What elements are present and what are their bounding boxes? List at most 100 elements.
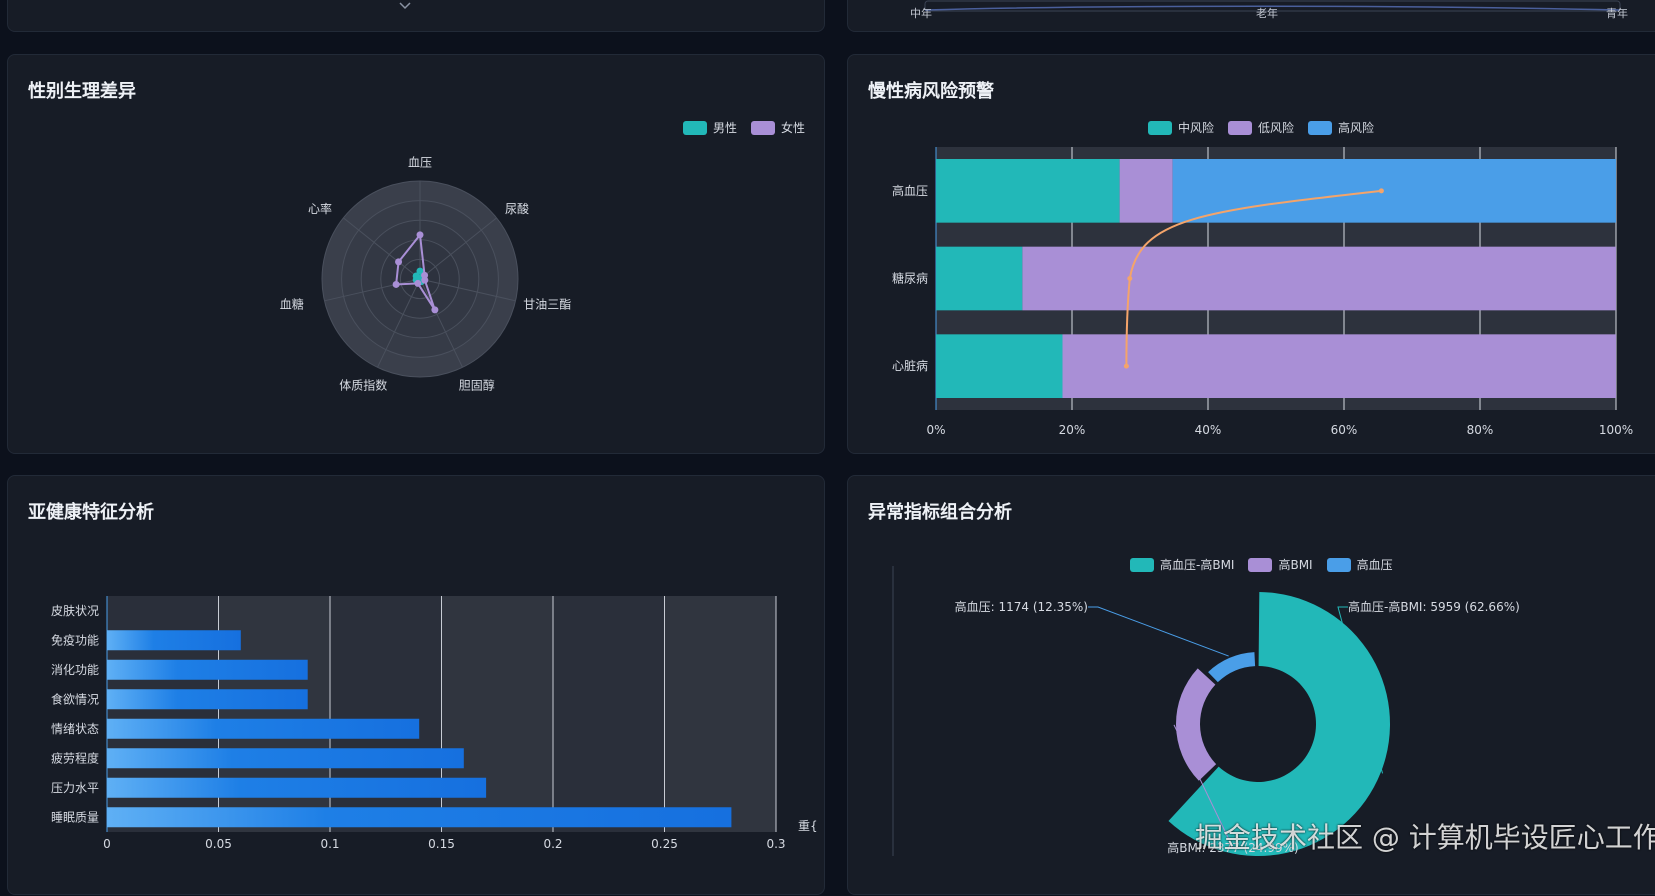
x-tick-label: 0% bbox=[926, 423, 945, 437]
y-category-label: 食欲情况 bbox=[51, 691, 99, 706]
pie-slice-高BMI bbox=[1176, 668, 1217, 781]
bar-segment-中风险 bbox=[936, 334, 1063, 398]
overlay-line bbox=[1125, 189, 1382, 367]
radar-indicator-label: 血压 bbox=[408, 156, 432, 170]
radar-point bbox=[412, 272, 420, 280]
y-category-label: 消化功能 bbox=[51, 663, 99, 677]
legend-label: 高血压 bbox=[1356, 558, 1393, 572]
slice-label: 高血压: 1174 (12.35%) bbox=[955, 599, 1088, 614]
radar-indicator-label: 尿酸 bbox=[505, 201, 529, 216]
overlay-point bbox=[1123, 363, 1129, 369]
rose-pie-chart: 高血压-高BMI: 5959 (62.66%) 高BMI: 2377 (24.99… bbox=[892, 566, 1520, 856]
overlay-point bbox=[1378, 188, 1384, 194]
bar-segment-中风险 bbox=[936, 246, 1023, 311]
legend-item-high[interactable]: 高风险 bbox=[1308, 119, 1374, 136]
legend-item-medium[interactable]: 中风险 bbox=[1148, 119, 1214, 136]
y-category-label: 免疫功能 bbox=[51, 632, 99, 647]
panel-title: 亚健康特征分析 bbox=[28, 502, 154, 523]
leader-line bbox=[1088, 606, 1229, 657]
x-axis-label: 重{ bbox=[798, 819, 818, 833]
bar-segment-中风险 bbox=[936, 159, 1120, 223]
x-tick-label: 0.15 bbox=[428, 837, 455, 851]
y-category-label: 高血压 bbox=[892, 183, 928, 198]
radar-indicator-label: 体质指数 bbox=[339, 377, 387, 392]
legend-swatch bbox=[1228, 120, 1253, 135]
radar-point bbox=[421, 276, 429, 284]
pie-slice-高血压-高BMI bbox=[1168, 592, 1390, 856]
radar-indicator-label: 心率 bbox=[308, 201, 332, 216]
x-tick-label: 80% bbox=[1467, 423, 1494, 437]
grid-band bbox=[553, 596, 665, 832]
y-category-label: 压力水平 bbox=[51, 781, 99, 795]
abnormal-panel: 异常指标组合分析 高血压-高BMI 高BMI 高血压 高血压-高BMI: 595… bbox=[847, 475, 1655, 895]
radar-point bbox=[414, 279, 422, 287]
x-tick-label: 60% bbox=[1331, 423, 1358, 437]
radar-point bbox=[416, 267, 424, 275]
radar-point bbox=[431, 306, 439, 314]
legend-item-male[interactable]: 男性 bbox=[683, 119, 737, 136]
y-category-label: 情绪状态 bbox=[51, 722, 99, 736]
legend: 男性 女性 bbox=[683, 119, 805, 136]
legend-label: 高风险 bbox=[1338, 121, 1375, 135]
subhealth-panel: 亚健康特征分析 0 0.05 0.1 0.15 0.2 0.25 0.3 皮肤状况 免疫功能 消化… bbox=[7, 475, 825, 895]
y-category-label: 疲劳程度 bbox=[51, 750, 99, 765]
gender-panel: 性别生理差异 男性 女性 血压 尿酸 甘油三酯 胆固醇 体质指数 血糖 心率 bbox=[7, 54, 825, 454]
x-tick-label: 20% bbox=[1059, 423, 1086, 437]
panel-title: 性别生理差异 bbox=[28, 81, 136, 102]
bar-segment-高风险 bbox=[1172, 159, 1616, 223]
x-tick-label: 0.3 bbox=[766, 837, 785, 851]
legend-label: 男性 bbox=[713, 121, 738, 135]
legend-item-hbmi[interactable]: 高BMI bbox=[1248, 556, 1313, 573]
radar-spoke bbox=[377, 278, 421, 368]
radar-spoke bbox=[419, 278, 463, 368]
age-slider-track[interactable] bbox=[848, 0, 1655, 33]
bar bbox=[107, 718, 420, 739]
legend-swatch bbox=[1326, 557, 1351, 572]
bar bbox=[107, 630, 241, 651]
grid-band bbox=[664, 596, 776, 832]
legend-item-female[interactable]: 女性 bbox=[751, 119, 805, 136]
legend-item-low[interactable]: 低风险 bbox=[1228, 119, 1294, 136]
bar-segment-低风险 bbox=[1062, 334, 1616, 398]
legend-label: 高BMI bbox=[1278, 558, 1313, 572]
age-label-young: 青年 bbox=[1606, 7, 1628, 20]
radar-spoke bbox=[419, 217, 497, 280]
legend-swatch bbox=[1148, 120, 1172, 135]
slice-label: 高BMI: 2377 (24.99%) bbox=[1167, 840, 1298, 855]
age-label-old: 老年 bbox=[1256, 7, 1278, 20]
legend-label: 低风险 bbox=[1258, 121, 1295, 135]
legend-swatch bbox=[683, 120, 707, 135]
chevron-down-icon[interactable] bbox=[398, 1, 418, 11]
panel-title: 异常指标组合分析 bbox=[868, 502, 1012, 523]
legend-swatch bbox=[1248, 557, 1273, 572]
watermark: 掘金技术社区 @ 计算机毕设匠心工作室 bbox=[1195, 821, 1655, 854]
legend-item-hbp[interactable]: 高血压 bbox=[1326, 556, 1393, 573]
radar-indicator-label: 甘油三酯 bbox=[523, 297, 571, 311]
x-tick-label: 0.25 bbox=[651, 837, 678, 851]
radar-point bbox=[395, 258, 403, 266]
legend-swatch bbox=[1130, 557, 1154, 572]
bar bbox=[107, 807, 732, 828]
bar bbox=[107, 777, 487, 798]
legend-swatch bbox=[1308, 120, 1333, 135]
leader-line bbox=[1173, 724, 1234, 849]
y-category-label: 糖尿病 bbox=[892, 271, 928, 286]
legend-label: 高血压-高BMI bbox=[1160, 558, 1235, 572]
bar bbox=[107, 659, 308, 680]
bar-segment-低风险 bbox=[1022, 246, 1616, 311]
legend-item-hbp-hbmi[interactable]: 高血压-高BMI bbox=[1130, 556, 1234, 573]
slice-label: 高血压-高BMI: 5959 (62.66%) bbox=[1348, 599, 1520, 614]
x-tick-label: 0.1 bbox=[320, 837, 339, 851]
age-label-middle: 中年 bbox=[910, 7, 932, 20]
bar bbox=[107, 748, 464, 769]
x-tick-label: 40% bbox=[1195, 423, 1222, 437]
bar bbox=[107, 689, 308, 710]
radar-indicator-label: 血糖 bbox=[280, 296, 304, 311]
x-tick-label: 0 bbox=[103, 837, 111, 851]
chronic-panel: 慢性病风险预警 中风险 低风险 高风险 0% 20% 40% 60% 80% 100% 高血… bbox=[847, 54, 1655, 454]
radar-point bbox=[416, 231, 424, 239]
x-tick-label: 0.05 bbox=[205, 837, 232, 851]
y-category-label: 睡眠质量 bbox=[51, 810, 99, 824]
